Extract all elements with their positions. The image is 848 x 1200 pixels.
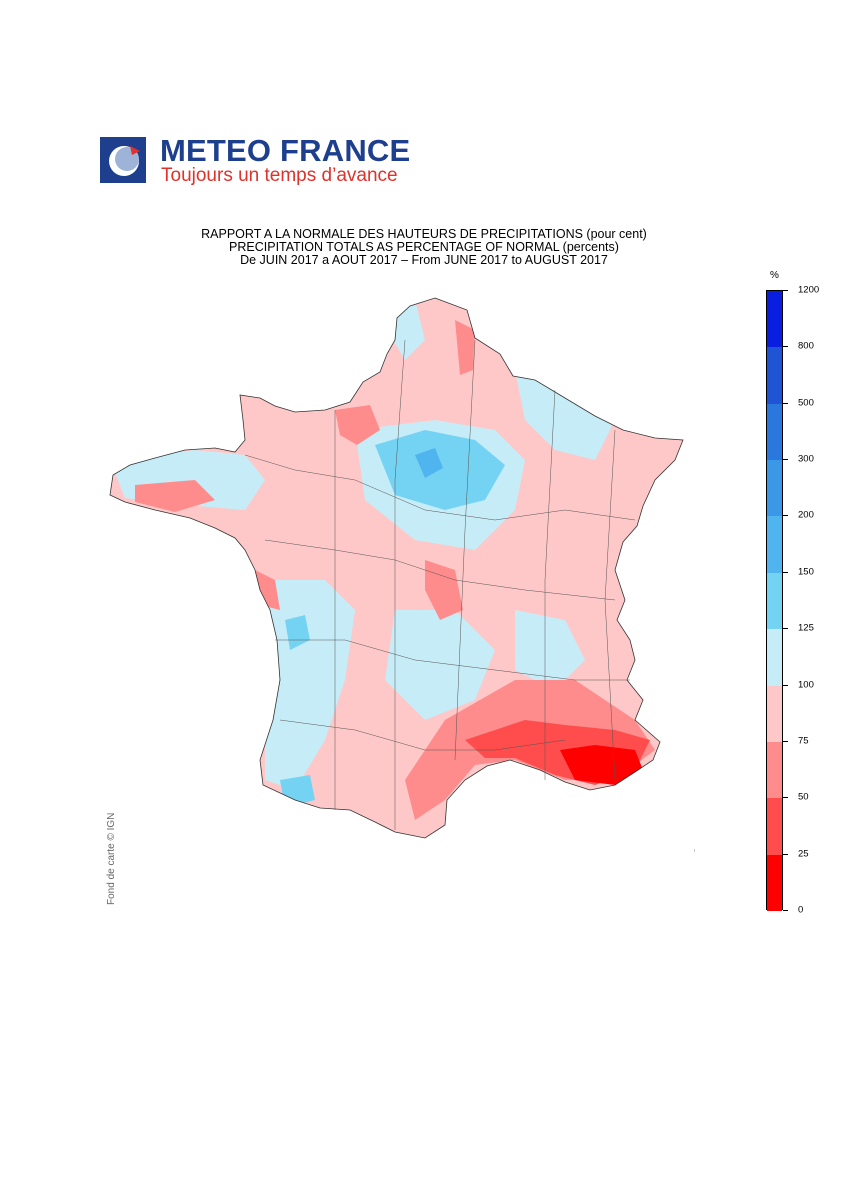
title-period: De JUIN 2017 a AOUT 2017 – From JUNE 201… (240, 253, 608, 267)
legend-tick (783, 910, 788, 911)
legend-swatch (767, 403, 782, 461)
legend-label: 150 (798, 566, 814, 578)
legend-tick (783, 684, 788, 686)
meteo-france-logo-mark (100, 137, 146, 183)
title-english: PRECIPITATION TOTALS AS PERCENTAGE OF NO… (229, 240, 619, 254)
legend-label: 500 (798, 397, 814, 409)
legend-swatch (767, 685, 782, 742)
legend-swatch (767, 347, 782, 404)
legend-swatch (767, 460, 782, 517)
legend-color-bar (766, 290, 783, 911)
legend-tick (783, 571, 788, 573)
legend-tick (783, 740, 788, 742)
legend-tick (783, 402, 788, 404)
map-titles: RAPPORT A LA NORMALE DES HAUTEURS DE PRE… (120, 228, 728, 267)
legend-label: 50 (798, 791, 809, 803)
legend-tick (783, 346, 788, 348)
legend-tick (783, 459, 788, 461)
brand-slogan: Toujours un temps d’avance (161, 165, 398, 186)
department-boundaries (244, 339, 636, 830)
brand-name: METEO FRANCE (160, 133, 411, 168)
france-precipitation-map (109, 297, 695, 853)
legend-label: 800 (798, 340, 814, 352)
legend: % 0 25 50 75 100 125 150 200 300 500 800 1200 (760, 270, 840, 920)
legend-label: 300 (798, 453, 814, 465)
legend-label: 0 (798, 904, 804, 916)
legend-tick (783, 515, 788, 517)
legend-swatch (767, 572, 782, 630)
legend-swatch (767, 629, 782, 686)
meteo-france-logo: METEO FRANCE Toujours un temps d’avance (100, 133, 430, 187)
legend-label: 100 (798, 679, 814, 691)
legend-unit: % (770, 270, 779, 281)
legend-tick (783, 628, 788, 630)
legend-swatch (767, 516, 782, 573)
legend-label: 25 (798, 848, 809, 860)
map-credit: Fond de carte © IGN (106, 812, 117, 905)
legend-tick (783, 797, 788, 799)
legend-label: 1200 (798, 284, 820, 296)
legend-tick (783, 853, 788, 855)
france-outline (109, 297, 684, 839)
legend-swatch (767, 741, 782, 799)
legend-swatch (767, 798, 782, 855)
title-french: RAPPORT A LA NORMALE DES HAUTEURS DE PRE… (201, 227, 647, 241)
legend-label: 75 (798, 735, 809, 747)
legend-tick (783, 290, 788, 291)
legend-swatch (767, 291, 782, 348)
legend-label: 200 (798, 509, 814, 521)
legend-label: 125 (798, 622, 814, 634)
legend-swatch (767, 854, 782, 911)
